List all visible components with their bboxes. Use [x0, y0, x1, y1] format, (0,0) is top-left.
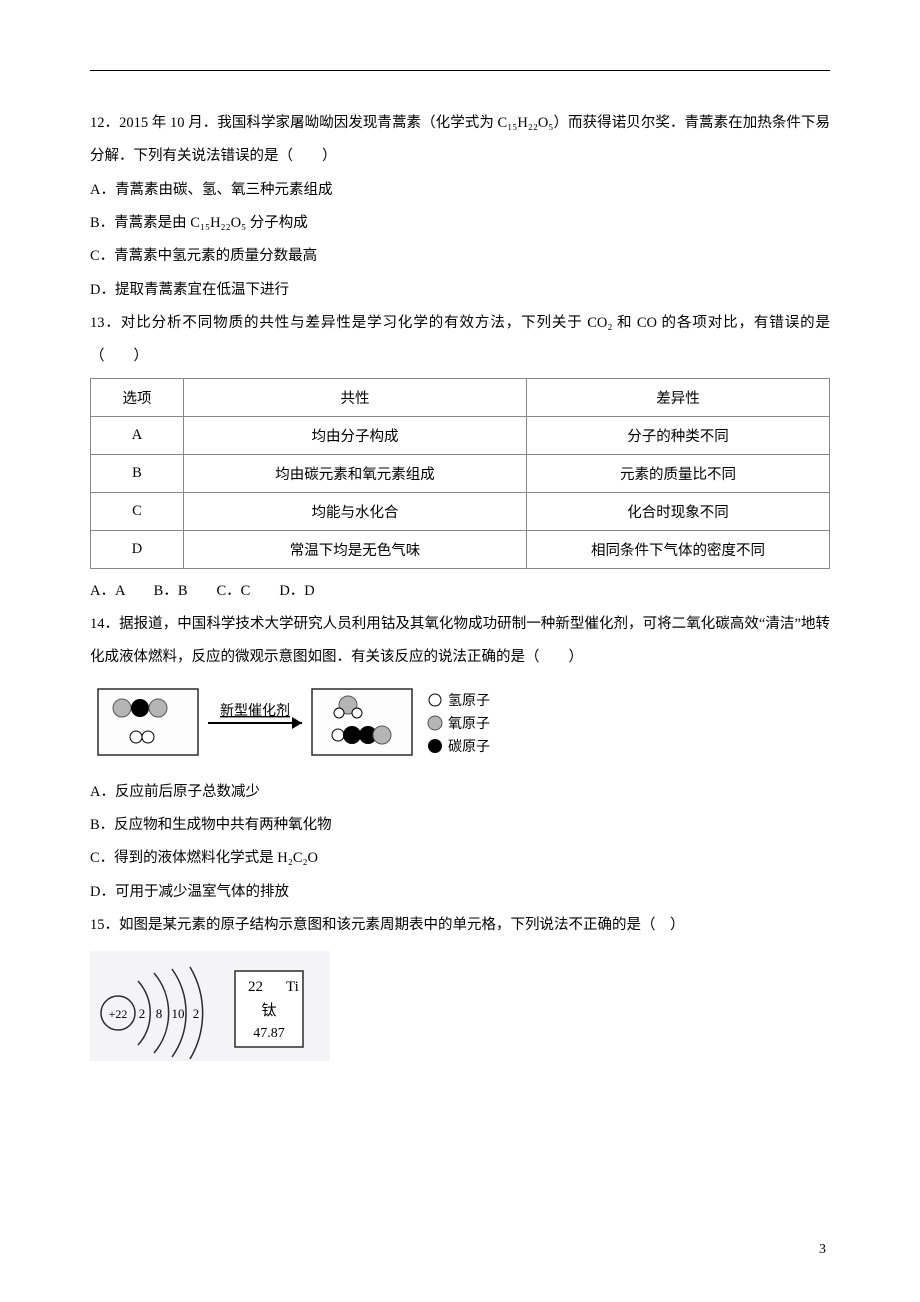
svg-text:氢原子: 氢原子: [448, 693, 490, 709]
svg-text:8: 8: [156, 1006, 163, 1021]
q15-stem: 15．如图是某元素的原子结构示意图和该元素周期表中的单元格，下列说法不正确的是（…: [90, 909, 830, 942]
q14-opt-a: A．反应前后原子总数减少: [90, 776, 830, 809]
q12-opt-a: A．青蒿素由碳、氢、氧三种元素组成: [90, 174, 830, 207]
table-row: A 均由分子构成 分子的种类不同: [91, 416, 830, 454]
q13-head-diff: 差异性: [527, 378, 830, 416]
q12-opt-b: B．青蒿素是由 C₁₅H₂₂O₅ 分子构成: [90, 207, 830, 240]
top-divider: [90, 70, 830, 71]
q12-opt-d: D．提取青蒿素宜在低温下进行: [90, 274, 830, 307]
svg-text:10: 10: [172, 1006, 185, 1021]
q14-opt-c: C．得到的液体燃料化学式是 H₂C₂O: [90, 842, 830, 875]
q14-opt-d: D．可用于减少温室气体的排放: [90, 876, 830, 909]
table-row: D 常温下均是无色气味 相同条件下气体的密度不同: [91, 530, 830, 568]
q13-stem: 13．对比分析不同物质的共性与差异性是学习化学的有效方法，下列关于 CO₂ 和 …: [90, 307, 830, 374]
svg-text:+22: +22: [109, 1007, 128, 1021]
q13-head-common: 共性: [184, 378, 527, 416]
svg-text:Ti: Ti: [286, 979, 299, 995]
svg-text:2: 2: [193, 1006, 200, 1021]
q13-table: 选项 共性 差异性 A 均由分子构成 分子的种类不同 B 均由碳元素和氧元素组成…: [90, 378, 830, 569]
svg-text:47.87: 47.87: [253, 1026, 285, 1041]
q14-opt-b: B．反应物和生成物中共有两种氧化物: [90, 809, 830, 842]
q13-choices: A．A B．B C．C D．D: [90, 575, 830, 608]
q14-reaction-diagram: 新型催化剂 氢原子 氧原子 碳原子: [90, 683, 830, 768]
table-row: B 均由碳元素和氧元素组成 元素的质量比不同: [91, 454, 830, 492]
q15-atom-diagram: +22 2 8 10 2 22 Ti 钛 47.87: [90, 951, 830, 1066]
svg-text:2: 2: [139, 1006, 146, 1021]
page-number: 3: [819, 1242, 826, 1258]
q12-opt-c: C．青蒿素中氢元素的质量分数最高: [90, 240, 830, 273]
svg-text:碳原子: 碳原子: [448, 739, 490, 755]
table-row: C 均能与水化合 化合时现象不同: [91, 492, 830, 530]
svg-text:新型催化剂: 新型催化剂: [220, 703, 290, 719]
q12-stem: 12．2015 年 10 月．我国科学家屠呦呦因发现青蒿素（化学式为 C₁₅H₂…: [90, 107, 830, 174]
svg-text:22: 22: [248, 979, 263, 995]
q13-head-opt: 选项: [91, 378, 184, 416]
svg-text:氧原子: 氧原子: [448, 716, 490, 732]
q14-stem: 14．据报道，中国科学技术大学研究人员利用钴及其氧化物成功研制一种新型催化剂，可…: [90, 608, 830, 675]
svg-text:钛: 钛: [261, 1002, 276, 1019]
